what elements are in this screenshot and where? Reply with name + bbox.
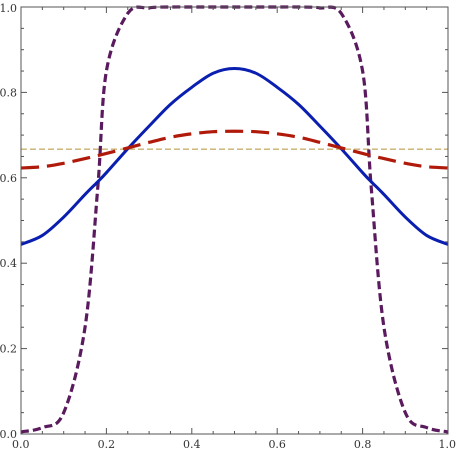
y-tick-label: 1.0 — [0, 2, 17, 15]
y-tick-label: 0.6 — [0, 172, 17, 185]
y-tick-label: 0.2 — [0, 343, 17, 356]
series-lines — [20, 5, 449, 434]
plot-frame — [20, 6, 449, 435]
x-tick-label: 0.4 — [183, 438, 201, 451]
x-tick-label: 1.0 — [439, 438, 457, 451]
y-tick-label: 0.0 — [0, 428, 17, 441]
x-tick-label: 0.2 — [98, 438, 116, 451]
y-tick-label: 0.8 — [0, 86, 17, 99]
x-tick-label: 0.0 — [12, 438, 30, 451]
x-tick-label: 0.8 — [354, 438, 372, 451]
series-line-2 — [20, 66, 449, 246]
series-line-3 — [20, 129, 449, 170]
x-tick-label: 0.6 — [268, 438, 286, 451]
axis-ticks — [20, 6, 449, 435]
y-tick-label: 0.4 — [0, 257, 17, 270]
series-line-1 — [20, 5, 449, 434]
